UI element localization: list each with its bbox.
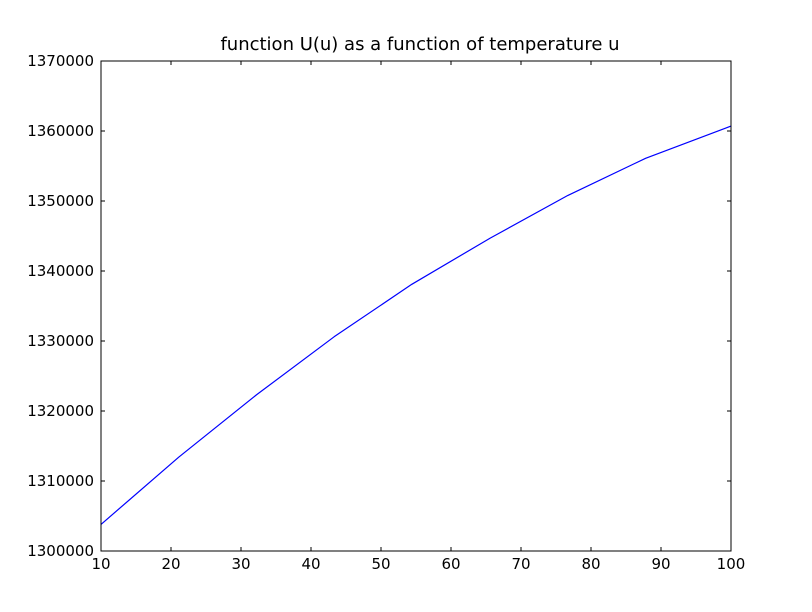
y-tick-label-5: 1350000 — [27, 192, 94, 210]
x-tick-label-5: 60 — [441, 555, 460, 573]
x-tick-label-2: 30 — [231, 555, 250, 573]
x-tick-label-6: 70 — [511, 555, 530, 573]
y-tick-label-3: 1330000 — [27, 332, 94, 350]
plot-area: 10 20 30 40 50 60 70 80 90 100 1300000 1310000 13200… — [27, 52, 745, 573]
y-tick-label-4: 1340000 — [27, 262, 94, 280]
x-tick-label-0: 10 — [91, 555, 110, 573]
x-tick-label-1: 20 — [161, 555, 180, 573]
x-tick-label-3: 40 — [301, 555, 320, 573]
chart-title: function U(u) as a function of temperatu… — [220, 34, 619, 55]
x-tick-label-8: 90 — [651, 555, 670, 573]
y-tick-label-6: 1360000 — [27, 122, 94, 140]
y-tick-label-2: 1320000 — [27, 402, 94, 420]
x-tick-label-4: 50 — [371, 555, 390, 573]
y-tick-label-7: 1370000 — [27, 52, 94, 70]
axes-frame — [100, 60, 732, 552]
y-tick-label-1: 1310000 — [27, 472, 94, 490]
y-tick-label-0: 1300000 — [27, 542, 94, 560]
x-tick-label-7: 80 — [581, 555, 600, 573]
x-tick-label-9: 100 — [717, 555, 746, 573]
series-line-0 — [100, 125, 732, 525]
